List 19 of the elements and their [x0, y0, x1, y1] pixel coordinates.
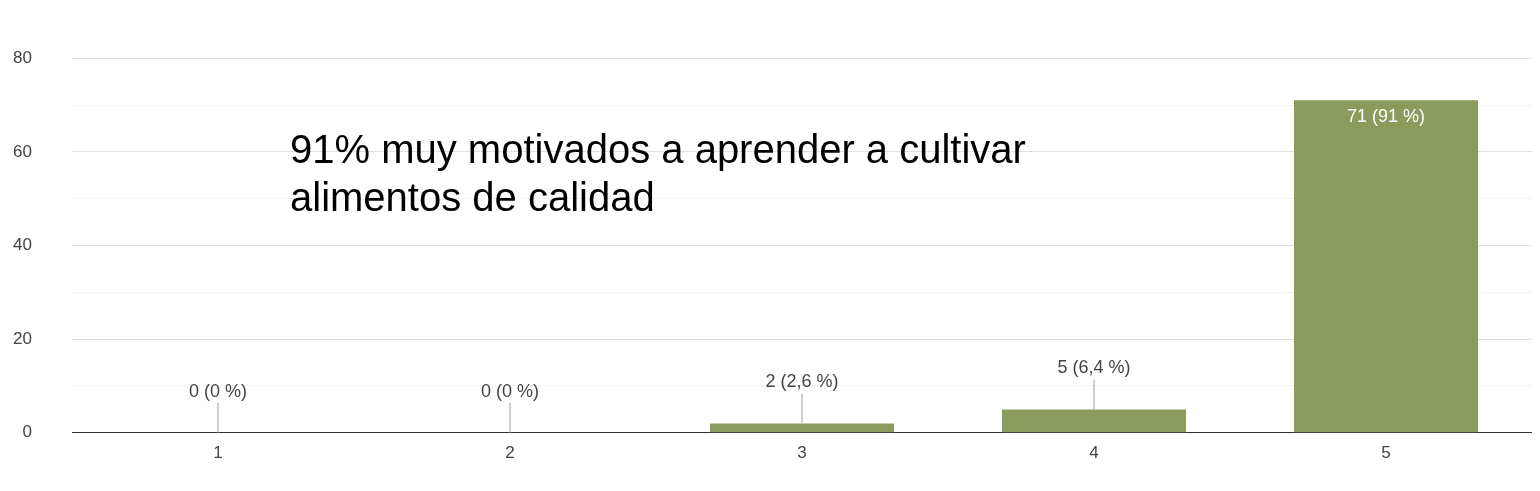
- annotation: 91% muy motivados a aprender a cultivar alimentos de calidad: [290, 127, 1026, 219]
- bar: [710, 423, 894, 433]
- x-tick-label: 5: [1381, 442, 1391, 462]
- bar: [1294, 100, 1478, 433]
- data-label: 2 (2,6 %): [765, 371, 839, 392]
- y-tick-label: 20: [13, 328, 32, 348]
- data-label: 0 (0 %): [188, 380, 248, 401]
- y-tick-label: 60: [13, 141, 32, 161]
- x-tick-label: 4: [1089, 442, 1099, 462]
- x-tick-label: 3: [797, 442, 807, 462]
- y-tick-label: 0: [22, 422, 32, 442]
- data-label: 71 (91 %): [1346, 106, 1426, 127]
- x-tick-label: 1: [213, 442, 223, 462]
- y-tick-label: 80: [13, 47, 32, 67]
- data-label: 0 (0 %): [480, 380, 540, 401]
- x-tick-label: 2: [505, 442, 515, 462]
- data-label: 5 (6,4 %): [1057, 357, 1131, 378]
- y-tick-label: 40: [13, 235, 32, 255]
- bar: [1002, 409, 1186, 433]
